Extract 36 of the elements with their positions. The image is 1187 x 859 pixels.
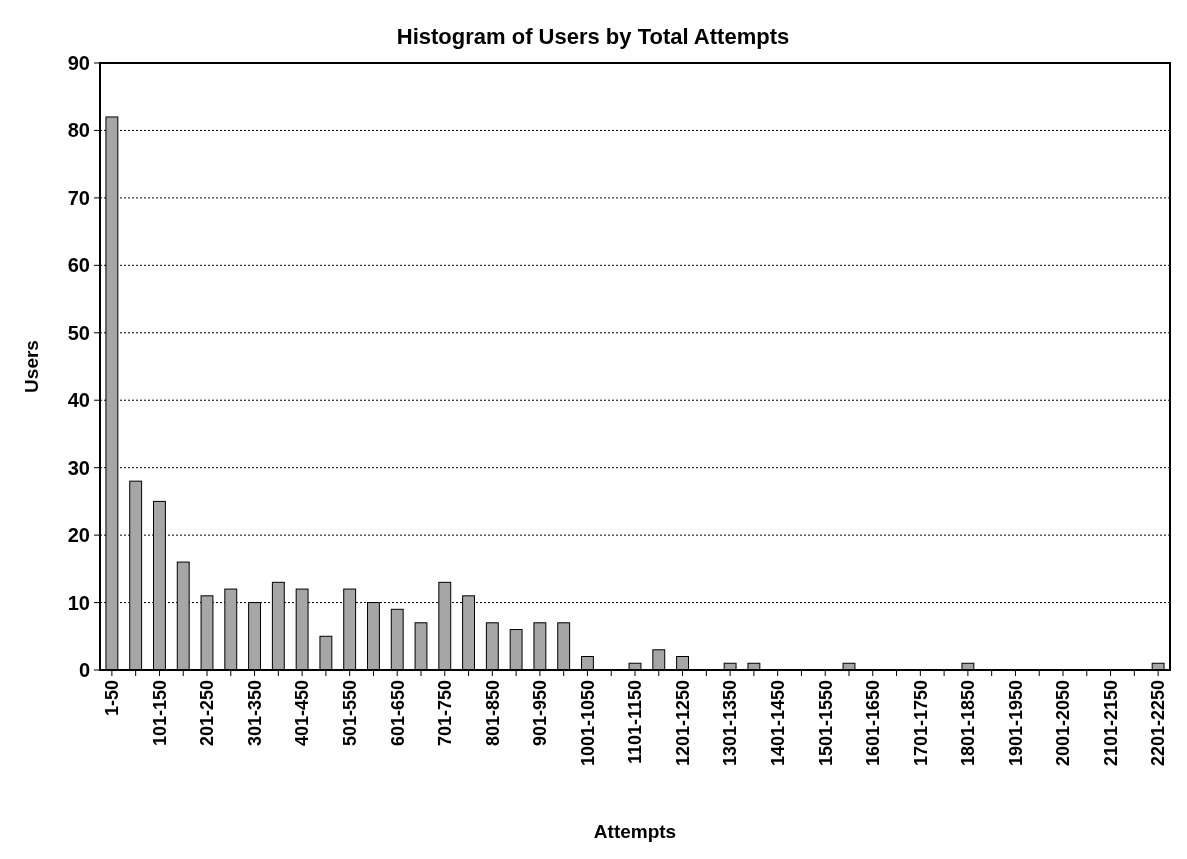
x-tick-label: 1101-1150 <box>625 680 646 765</box>
x-tick-label: 901-950 <box>530 680 551 747</box>
x-tick-label: 1901-1950 <box>1005 680 1026 767</box>
x-tick-label: 201-250 <box>197 680 218 747</box>
x-tick-label: 701-750 <box>435 680 456 747</box>
y-tick-label: 20 <box>67 524 90 547</box>
x-tick-label: 401-450 <box>292 680 313 747</box>
x-tick-label: 2001-2050 <box>1053 680 1074 767</box>
x-tick-label: 1201-1250 <box>672 680 693 767</box>
x-tick-label: 1-50 <box>102 680 123 717</box>
y-tick-label: 30 <box>67 456 90 479</box>
x-tick-label: 501-550 <box>339 680 360 747</box>
x-tick-label: 2101-2150 <box>1100 680 1121 767</box>
y-axis-title: Users <box>21 340 42 393</box>
chart-title: Histogram of Users by Total Attempts <box>396 24 790 49</box>
y-tick-label: 0 <box>78 659 90 681</box>
y-tick-label: 60 <box>67 254 90 277</box>
y-tick-label: 50 <box>67 321 90 344</box>
x-tick-label: 301-350 <box>244 680 265 747</box>
x-axis-title: Attempts <box>593 821 677 842</box>
x-tick-label: 1401-1450 <box>767 680 788 767</box>
x-tick-label: 1301-1350 <box>720 680 741 767</box>
x-tick-label: 1001-1050 <box>577 680 598 767</box>
x-tick-label: 101-150 <box>149 680 170 747</box>
x-tick-label: 1701-1750 <box>910 680 931 767</box>
x-tick-label: 1801-1850 <box>958 680 979 767</box>
x-tick-label: 2201-2250 <box>1148 680 1169 767</box>
x-tick-label: 1601-1650 <box>863 680 884 767</box>
y-tick-label: 10 <box>67 591 90 614</box>
x-tick-label: 601-650 <box>387 680 408 747</box>
y-tick-label: 70 <box>67 186 90 209</box>
y-tick-label: 80 <box>67 119 90 142</box>
y-tick-label: 40 <box>67 389 90 412</box>
x-tick-label: 801-850 <box>482 680 503 747</box>
y-tick-label: 90 <box>67 52 90 74</box>
x-tick-label: 1501-1550 <box>815 680 836 767</box>
